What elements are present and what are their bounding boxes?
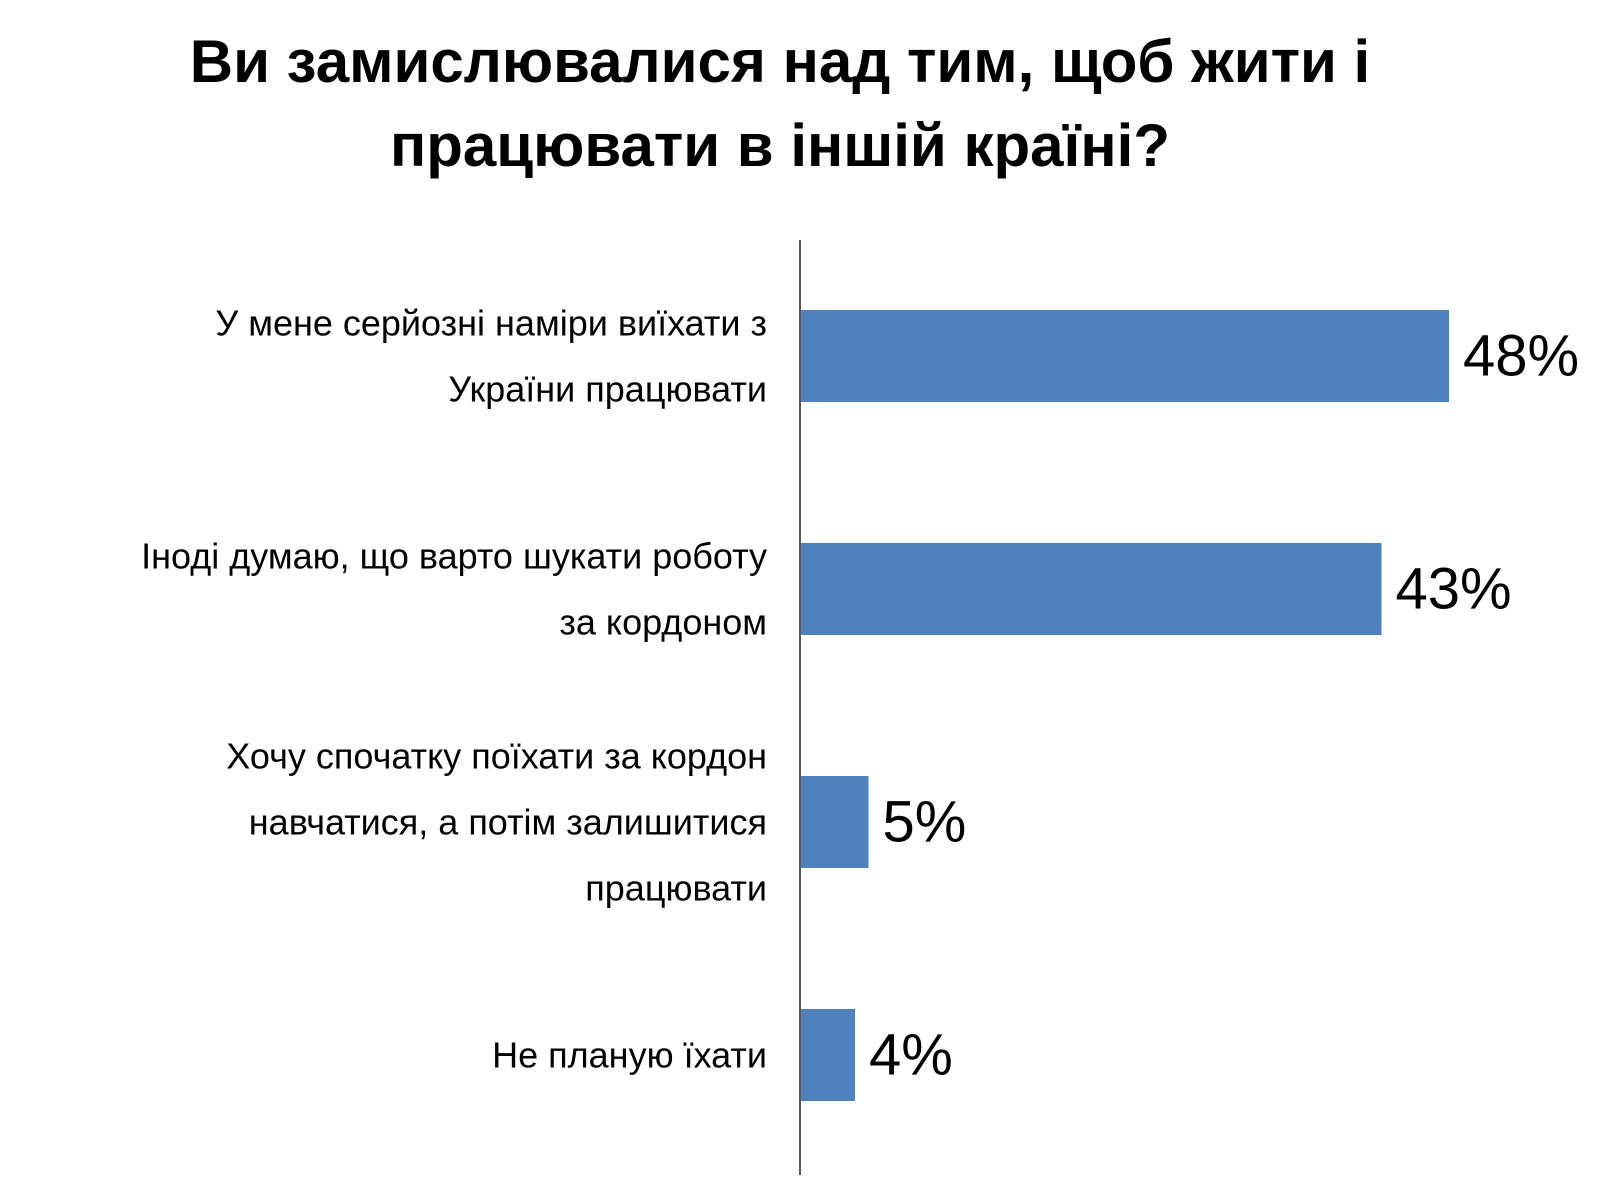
category-label-1-line-1: У мене серйозні наміри виїхати з	[215, 303, 767, 344]
category-label-3-line-3: працювати	[585, 868, 767, 909]
value-label-3: 5%	[883, 790, 967, 855]
category-label-2: Іноді думаю, що варто шукати роботу за ко…	[141, 536, 767, 643]
category-label-3: Хочу спочатку поїхати за кордон навчатися…	[226, 736, 767, 909]
bar-2	[801, 543, 1382, 635]
chart-title-line-2: працювати в іншій країні?	[390, 112, 1170, 179]
category-labels-group: У мене серйозні наміри виїхати з України …	[141, 303, 767, 1076]
value-labels-group: 48% 43% 5% 4%	[869, 324, 1579, 1088]
category-label-4-line-1: Не планую їхати	[492, 1035, 767, 1076]
category-label-4: Не планую їхати	[492, 1035, 767, 1076]
bars-group	[801, 310, 1449, 1101]
category-label-1: У мене серйозні наміри виїхати з України …	[215, 303, 767, 410]
bar-3	[801, 776, 869, 868]
category-label-2-line-1: Іноді думаю, що варто шукати роботу	[141, 536, 767, 577]
category-label-3-line-1: Хочу спочатку поїхати за кордон	[226, 736, 767, 777]
value-label-1: 48%	[1463, 324, 1579, 389]
chart-title-line-1: Ви замислювалися над тим, щоб жити і	[189, 28, 1371, 95]
chart-title: Ви замислювалися над тим, щоб жити і пра…	[60, 20, 1500, 188]
category-label-3-line-2: навчатися, а потім залишитися	[249, 802, 767, 843]
bar-1	[801, 310, 1449, 402]
value-label-4: 4%	[869, 1023, 953, 1088]
category-label-2-line-2: за кордоном	[559, 602, 767, 643]
bar-4	[801, 1009, 855, 1101]
category-label-1-line-2: України працювати	[448, 369, 767, 410]
value-label-2: 43%	[1396, 557, 1512, 622]
